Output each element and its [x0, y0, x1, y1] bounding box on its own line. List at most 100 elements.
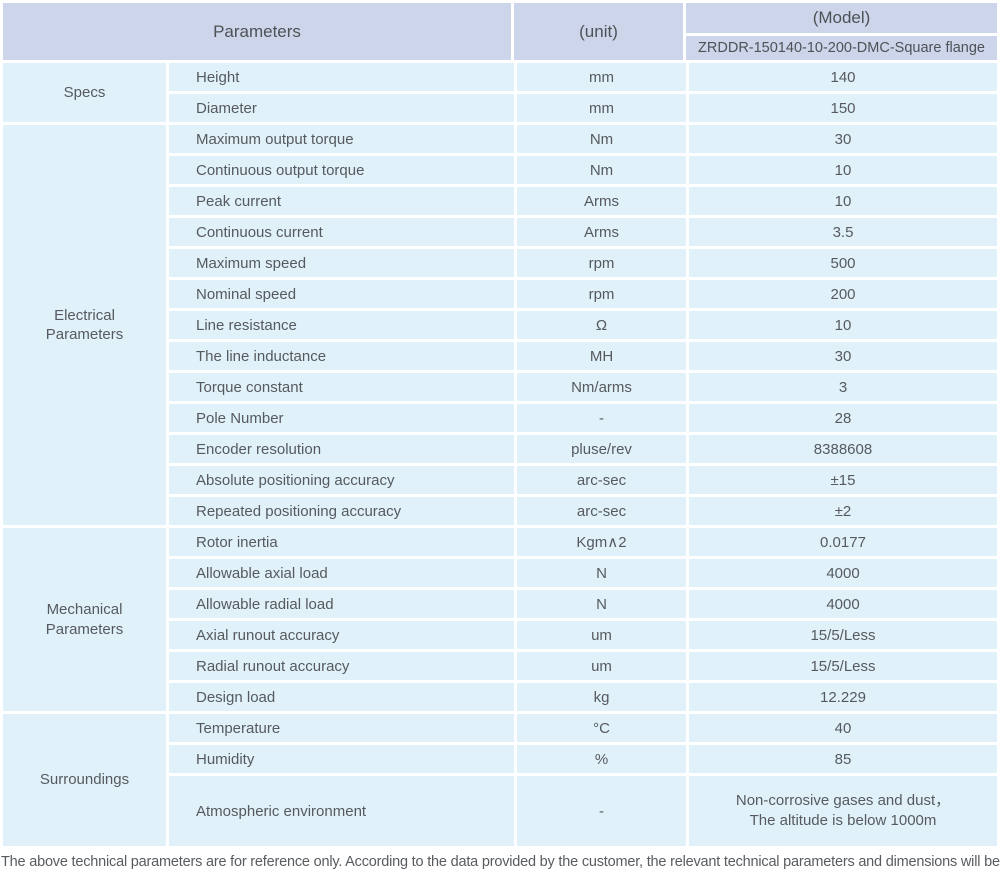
table-row: Encoder resolution pluse/rev 8388608	[169, 435, 997, 463]
section-electrical: Electrical Parameters Maximum output tor…	[3, 125, 997, 525]
value-cell: 15/5/Less	[689, 652, 997, 680]
model-header-title: (Model)	[686, 3, 997, 33]
model-header: (Model) ZRDDR-150140-10-200-DMC-Square f…	[686, 3, 997, 60]
param-cell: Encoder resolution	[169, 435, 514, 463]
param-cell: Line resistance	[169, 311, 514, 339]
value-cell: Non-corrosive gases and dust， The altitu…	[689, 776, 997, 846]
value-cell: 3	[689, 373, 997, 401]
section-rows: Maximum output torque Nm 30 Continuous o…	[169, 125, 997, 525]
unit-cell: rpm	[517, 249, 686, 277]
value-cell: 4000	[689, 590, 997, 618]
unit-cell: kg	[517, 683, 686, 711]
param-cell: Temperature	[169, 714, 514, 742]
table-row: Continuous output torque Nm 10	[169, 156, 997, 184]
param-cell: Height	[169, 63, 514, 91]
unit-cell: um	[517, 652, 686, 680]
spec-table: Parameters (unit) (Model) ZRDDR-150140-1…	[3, 3, 997, 846]
unit-cell: arc-sec	[517, 497, 686, 525]
value-cell: 10	[689, 311, 997, 339]
param-cell: Continuous current	[169, 218, 514, 246]
unit-cell: N	[517, 590, 686, 618]
unit-cell: mm	[517, 94, 686, 122]
param-cell: Maximum output torque	[169, 125, 514, 153]
value-cell: 150	[689, 94, 997, 122]
param-cell: Humidity	[169, 745, 514, 773]
table-row: Continuous current Arms 3.5	[169, 218, 997, 246]
param-cell: The line inductance	[169, 342, 514, 370]
table-row: Temperature °C 40	[169, 714, 997, 742]
value-cell: 200	[689, 280, 997, 308]
value-cell: 0.0177	[689, 528, 997, 556]
table-row: Axial runout accuracy um 15/5/Less	[169, 621, 997, 649]
unit-cell: Kgm∧2	[517, 528, 686, 556]
unit-cell: pluse/rev	[517, 435, 686, 463]
param-cell: Torque constant	[169, 373, 514, 401]
value-cell: 10	[689, 156, 997, 184]
table-row: Repeated positioning accuracy arc-sec ±2	[169, 497, 997, 525]
value-cell: 12.229	[689, 683, 997, 711]
param-cell: Rotor inertia	[169, 528, 514, 556]
unit-cell: -	[517, 776, 686, 846]
section-mechanical: Mechanical Parameters Rotor inertia Kgm∧…	[3, 528, 997, 711]
table-row: Radial runout accuracy um 15/5/Less	[169, 652, 997, 680]
group-cell: Specs	[3, 63, 166, 122]
table-row: Rotor inertia Kgm∧2 0.0177	[169, 528, 997, 556]
table-row: Absolute positioning accuracy arc-sec ±1…	[169, 466, 997, 494]
value-cell: 30	[689, 125, 997, 153]
unit-cell: MH	[517, 342, 686, 370]
param-cell: Peak current	[169, 187, 514, 215]
group-cell: Mechanical Parameters	[3, 528, 166, 711]
table-row: Torque constant Nm/arms 3	[169, 373, 997, 401]
unit-cell: mm	[517, 63, 686, 91]
table-row: Design load kg 12.229	[169, 683, 997, 711]
table-row: Pole Number - 28	[169, 404, 997, 432]
param-cell: Design load	[169, 683, 514, 711]
model-header-value: ZRDDR-150140-10-200-DMC-Square flange	[686, 36, 997, 60]
section-rows: Temperature °C 40 Humidity % 85 Atmosphe…	[169, 714, 997, 846]
section-surroundings: Surroundings Temperature °C 40 Humidity …	[3, 714, 997, 846]
group-cell: Surroundings	[3, 714, 166, 846]
unit-cell: arc-sec	[517, 466, 686, 494]
table-row: The line inductance MH 30	[169, 342, 997, 370]
section-rows: Rotor inertia Kgm∧2 0.0177 Allowable axi…	[169, 528, 997, 711]
unit-cell: N	[517, 559, 686, 587]
table-row: Height mm 140	[169, 63, 997, 91]
unit-cell: um	[517, 621, 686, 649]
param-cell: Allowable axial load	[169, 559, 514, 587]
value-cell: 85	[689, 745, 997, 773]
table-row: Peak current Arms 10	[169, 187, 997, 215]
value-cell: ±2	[689, 497, 997, 525]
value-cell: 15/5/Less	[689, 621, 997, 649]
value-cell: 28	[689, 404, 997, 432]
unit-cell: Arms	[517, 218, 686, 246]
value-cell: 10	[689, 187, 997, 215]
table-row: Allowable axial load N 4000	[169, 559, 997, 587]
value-cell: 500	[689, 249, 997, 277]
value-cell: 8388608	[689, 435, 997, 463]
param-cell: Atmospheric environment	[169, 776, 514, 846]
unit-cell: Ω	[517, 311, 686, 339]
unit-cell: %	[517, 745, 686, 773]
unit-cell: Nm	[517, 156, 686, 184]
table-header: Parameters (unit) (Model) ZRDDR-150140-1…	[3, 3, 997, 60]
param-cell: Pole Number	[169, 404, 514, 432]
table-row: Maximum output torque Nm 30	[169, 125, 997, 153]
table-row: Nominal speed rpm 200	[169, 280, 997, 308]
param-cell: Diameter	[169, 94, 514, 122]
unit-cell: rpm	[517, 280, 686, 308]
unit-cell: Nm	[517, 125, 686, 153]
table-row: Maximum speed rpm 500	[169, 249, 997, 277]
group-cell: Electrical Parameters	[3, 125, 166, 525]
table-row: Humidity % 85	[169, 745, 997, 773]
param-cell: Absolute positioning accuracy	[169, 466, 514, 494]
unit-cell: Nm/arms	[517, 373, 686, 401]
param-cell: Allowable radial load	[169, 590, 514, 618]
unit-cell: -	[517, 404, 686, 432]
value-cell: 40	[689, 714, 997, 742]
value-cell: ±15	[689, 466, 997, 494]
value-line-1: Non-corrosive gases and dust，	[735, 791, 951, 809]
footer-note: The above technical parameters are for r…	[1, 854, 1000, 870]
table-row: Allowable radial load N 4000	[169, 590, 997, 618]
param-cell: Maximum speed	[169, 249, 514, 277]
param-cell: Continuous output torque	[169, 156, 514, 184]
